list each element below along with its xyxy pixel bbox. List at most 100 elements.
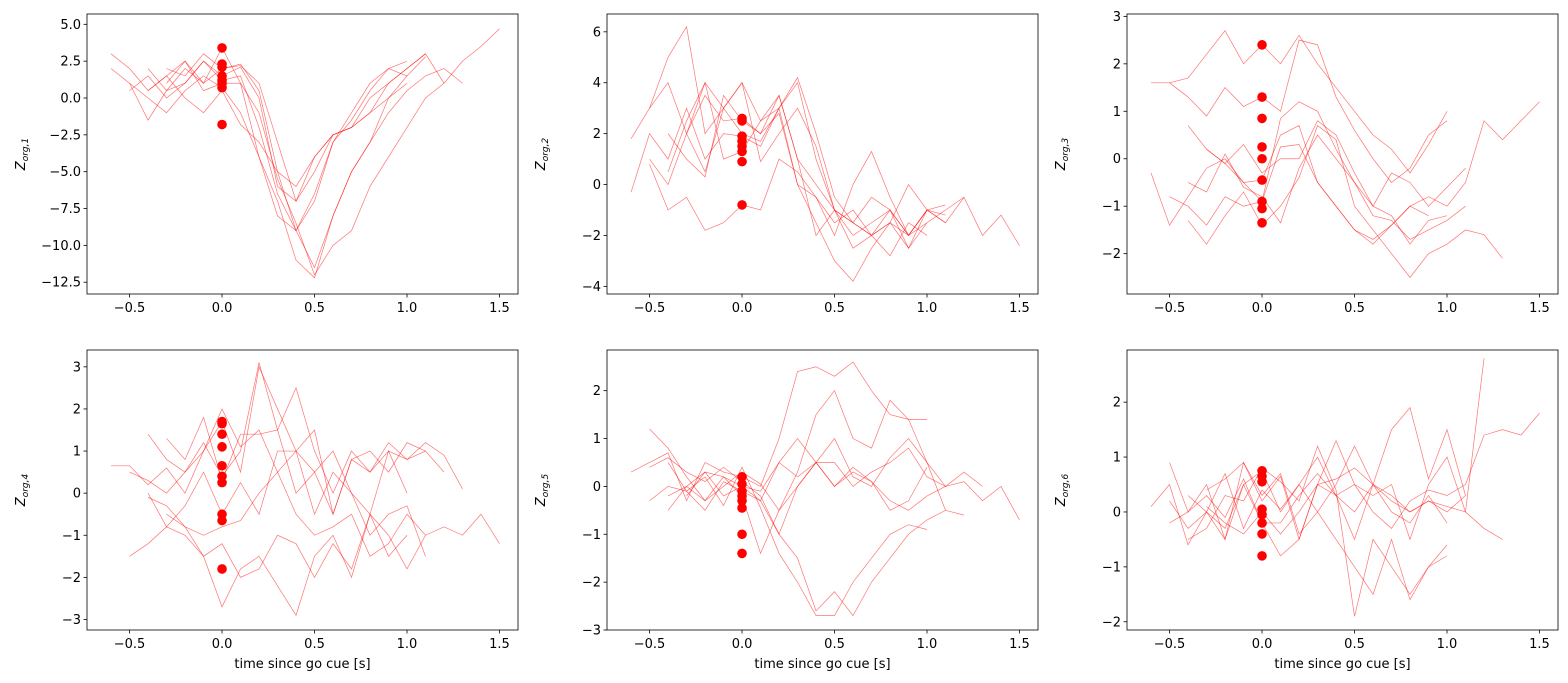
trial-line — [147, 53, 445, 202]
cue-point — [737, 472, 747, 482]
y-tick-label: 4 — [593, 76, 601, 91]
y-tick-label: 2 — [1113, 57, 1121, 72]
trial-line — [667, 76, 965, 249]
cue-point — [217, 82, 227, 93]
trial-line — [630, 81, 946, 237]
subplot: −0.5 0.0 0.5 1.0 1.5 −4 −2 0 2 4 6 Zorg,2 — [534, 13, 1039, 316]
cue-point — [1257, 175, 1267, 185]
x-tick-label: 0.0 — [732, 301, 753, 316]
axes-frame — [606, 13, 1039, 295]
y-axis-label: Zorg,4 — [14, 474, 31, 508]
y-axis-label-main: Z — [534, 160, 549, 171]
y-tick-label: −1 — [62, 529, 81, 544]
y-tick-label: 2 — [593, 127, 601, 142]
x-tick-label: 0.0 — [732, 637, 753, 652]
cue-point — [737, 495, 747, 506]
cue-point — [737, 479, 747, 489]
trial-line — [649, 461, 928, 511]
cue-point — [737, 548, 747, 559]
subplot: −0.5 0.0 0.5 1.0 1.5 −3 −2 −1 0 1 2 Zorg,5 time sinc… — [534, 349, 1039, 672]
x-tick-label: 0.5 — [304, 637, 325, 652]
y-tick-label: −2 — [1102, 247, 1121, 262]
cue-point — [737, 156, 747, 167]
trial-line — [649, 447, 1020, 536]
y-tick-label: 3 — [1113, 10, 1121, 25]
x-tick-label: −0.5 — [1154, 301, 1186, 316]
y-tick-label: 5.0 — [60, 18, 81, 33]
y-tick-label: 1 — [1113, 105, 1121, 120]
y-tick-label: 0 — [1113, 505, 1121, 520]
y-axis-label-sub: org,1 — [21, 138, 31, 162]
trial-line — [1187, 124, 1503, 278]
y-tick-label: 0 — [1113, 152, 1121, 167]
x-axis-label: time since go cue [s] — [754, 657, 890, 672]
y-tick-label: 2 — [73, 402, 81, 417]
x-tick-label: 0.0 — [1252, 301, 1273, 316]
x-tick-label: 0.0 — [212, 637, 233, 652]
trial-line — [649, 81, 928, 257]
y-tick-label: −3 — [62, 613, 81, 628]
trial-line — [111, 365, 426, 516]
x-axis-label: time since go cue [s] — [1274, 657, 1410, 672]
y-tick-label: 0 — [73, 487, 81, 502]
cue-point — [1257, 113, 1267, 124]
x-tick-label: 1.0 — [917, 301, 938, 316]
cue-point — [217, 564, 227, 574]
y-tick-label: 3 — [73, 360, 81, 375]
y-axis-label-sub: org,2 — [541, 138, 551, 162]
cue-point — [217, 442, 227, 452]
y-axis-label-main: Z — [14, 160, 29, 171]
trial-line — [1187, 483, 1503, 557]
x-tick-label: 1.5 — [1529, 637, 1550, 652]
y-axis-label-main: Z — [1054, 496, 1069, 507]
y-axis-label: Zorg,6 — [1054, 474, 1071, 508]
trial-line — [166, 28, 500, 276]
trial-line — [1169, 472, 1448, 601]
y-tick-label: −2.5 — [49, 128, 81, 143]
trial-line — [649, 150, 946, 237]
y-tick-label: −2 — [582, 229, 601, 244]
x-tick-label: 1.0 — [1437, 301, 1458, 316]
trial-line — [1206, 406, 1466, 535]
trial-line — [1169, 472, 1448, 541]
trial-line — [1187, 134, 1466, 240]
y-tick-label: −1 — [582, 528, 601, 543]
subplot: −0.5 0.0 0.5 1.0 1.5 −12.5 −10.0 −7.5 −5.0 −2.5 0.… — [14, 13, 519, 316]
x-tick-label: 1.0 — [917, 637, 938, 652]
trial-line — [686, 437, 983, 511]
trial-line — [129, 362, 408, 515]
y-tick-label: −2 — [1102, 615, 1121, 630]
trial-line — [166, 386, 463, 495]
cue-point — [737, 529, 747, 540]
trial-line — [1150, 125, 1429, 240]
cue-point — [1257, 142, 1267, 152]
cue-point — [217, 460, 227, 471]
x-tick-label: 1.5 — [1009, 637, 1030, 652]
y-tick-label: −3 — [582, 624, 601, 639]
x-tick-label: 1.0 — [1437, 637, 1458, 652]
trial-line — [667, 94, 946, 236]
cue-point — [1257, 153, 1267, 164]
trial-line — [147, 75, 408, 187]
y-tick-label: −4 — [582, 280, 601, 295]
trial-line — [630, 107, 1020, 282]
trial-line — [129, 60, 408, 232]
y-tick-label: −10.0 — [41, 239, 81, 254]
y-tick-label: 2 — [593, 384, 601, 399]
trial-line — [649, 389, 946, 512]
y-tick-label: 1 — [593, 432, 601, 447]
trial-line — [649, 25, 928, 249]
y-axis-label-main: Z — [1054, 160, 1069, 171]
axes-frame — [1126, 349, 1559, 631]
y-tick-label: 0 — [593, 480, 601, 495]
x-tick-label: −0.5 — [114, 637, 146, 652]
cue-point — [217, 515, 227, 526]
cue-point — [217, 62, 227, 72]
y-axis-label-sub: org,5 — [541, 474, 551, 498]
trial-line — [110, 68, 463, 279]
trial-line — [630, 361, 928, 502]
trial-line — [166, 53, 426, 202]
cue-point — [1257, 518, 1267, 528]
subplot: −0.5 0.0 0.5 1.0 1.5 −2 −1 0 1 2 3 Zorg,3 — [1054, 10, 1559, 316]
cue-point — [217, 429, 227, 440]
